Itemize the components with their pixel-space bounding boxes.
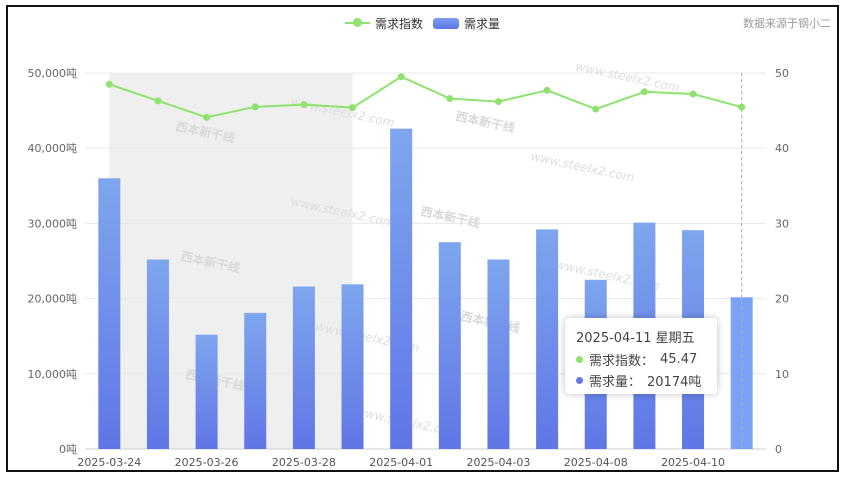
tooltip-dot-index: [576, 356, 583, 363]
line-demand-index: [108, 75, 742, 119]
right-tick-label: 20: [775, 293, 789, 306]
point-demand-index: [105, 80, 113, 88]
bar-demand-quantity: [536, 229, 559, 449]
tooltip-dot-quantity: [576, 377, 583, 384]
left-tick-label: 0吨: [59, 443, 77, 456]
legend-item-quantity[interactable]: 需求量: [433, 15, 500, 32]
bar-demand-quantity: [341, 284, 364, 449]
left-tick-label: 40,000吨: [28, 142, 78, 155]
legend-line-marker: [345, 18, 370, 27]
point-demand-index: [154, 97, 162, 105]
watermark-brand: 西本新干线: [454, 108, 516, 135]
bar-demand-quantity: [438, 242, 461, 449]
legend-label-index: 需求指数: [375, 16, 424, 31]
point-demand-index: [640, 88, 648, 96]
point-demand-index: [446, 95, 454, 103]
x-tick-label: 2025-03-26: [175, 456, 239, 469]
bar-demand-quantity: [390, 128, 413, 449]
point-demand-index: [689, 90, 697, 98]
tooltip-value-index: 45.47: [660, 352, 698, 367]
bar-demand-quantity: [195, 334, 218, 449]
point-demand-index: [349, 104, 357, 112]
tooltip-value-quantity: 20174吨: [647, 375, 702, 390]
x-tick-label: 2025-04-10: [661, 456, 725, 469]
x-tick-label: 2025-04-03: [466, 456, 530, 469]
tooltip-label-index: 需求指数：: [589, 354, 655, 369]
right-tick-label: 40: [775, 142, 789, 155]
data-source-note: 数据来源于钢小二: [743, 17, 831, 30]
legend-item-index[interactable]: 需求指数: [345, 15, 423, 32]
point-demand-index: [543, 86, 551, 94]
right-tick-label: 30: [775, 217, 789, 230]
legend-label-quantity: 需求量: [464, 16, 501, 31]
watermark-url: www.steelx2.com: [529, 149, 635, 185]
chart-tooltip: 2025-04-11 星期五 需求指数： 45.47 需求量： 20174吨: [565, 318, 717, 394]
x-tick-label: 2025-03-24: [77, 456, 141, 469]
tooltip-row-index: 需求指数： 45.47: [576, 350, 706, 369]
tooltip-row-quantity: 需求量： 20174吨: [576, 371, 706, 390]
watermark-brand: 西本新干线: [419, 203, 481, 230]
right-tick-label: 0: [775, 443, 782, 456]
point-demand-index: [300, 101, 308, 109]
left-tick-label: 50,000吨: [28, 67, 78, 80]
x-tick-label: 2025-03-28: [272, 456, 336, 469]
point-demand-index: [397, 73, 405, 81]
point-demand-index: [251, 103, 259, 111]
left-tick-label: 10,000吨: [28, 368, 78, 381]
x-tick-label: 2025-04-01: [369, 456, 433, 469]
bar-demand-quantity: [98, 178, 121, 449]
bar-demand-quantity: [244, 312, 267, 449]
point-demand-index: [592, 105, 600, 113]
bar-demand-quantity: [146, 259, 169, 449]
x-tick-label: 2025-04-08: [564, 456, 628, 469]
chart-legend: 需求指数 需求量: [345, 14, 500, 32]
bar-demand-quantity: [292, 286, 315, 449]
left-tick-label: 20,000吨: [28, 293, 78, 306]
bar-demand-quantity: [487, 259, 510, 449]
watermark-url: www.steelx2.com: [574, 59, 680, 95]
right-tick-label: 10: [775, 368, 789, 381]
point-demand-index: [494, 98, 502, 106]
tooltip-title: 2025-04-11 星期五: [576, 331, 695, 346]
legend-bar-marker: [433, 17, 460, 29]
point-demand-index: [738, 103, 746, 111]
point-demand-index: [203, 113, 211, 121]
right-tick-label: 50: [775, 67, 789, 80]
left-tick-label: 30,000吨: [28, 217, 78, 230]
tooltip-label-quantity: 需求量：: [589, 375, 642, 390]
